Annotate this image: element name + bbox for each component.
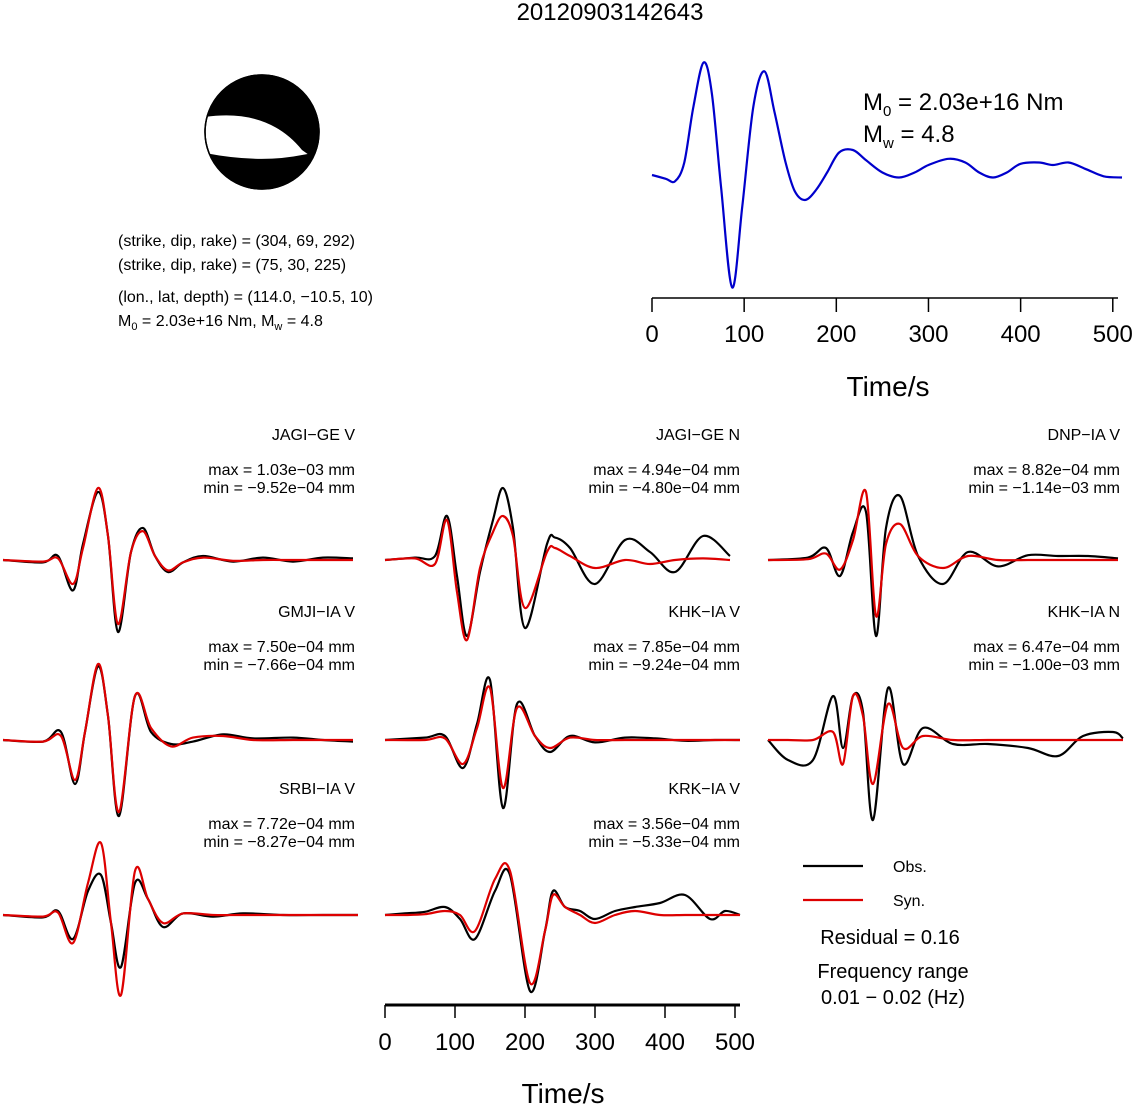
beachball-compression-top [205,75,319,150]
waveform-x-tick-label: 0 [378,1029,391,1056]
residual-label: Residual = 0.16 [820,927,960,949]
station-labels: JAGI−GE V max = 1.03e−03 mm min = −9.52e… [203,427,1120,851]
frequency-range-value: 0.01 − 0.02 (Hz) [821,987,965,1009]
station-min-6: min = −8.27e−04 mm [203,834,355,851]
station-max-2: max = 8.82e−04 mm [973,462,1120,479]
station-min-0: min = −9.52e−04 mm [203,480,355,497]
waveform-traces [2,486,1124,997]
stf-mw-label: Mw = 4.8 [863,121,955,152]
waveform-x-tick-label: 100 [435,1029,475,1056]
beachball [204,74,320,190]
stf-line [651,61,1123,289]
station-min-3: min = −7.66e−04 mm [203,657,355,674]
station-max-0: max = 1.03e−03 mm [208,462,355,479]
figure-title: 20120903142643 [517,0,704,26]
mechanism-location: (lon., lat, depth) = (114.0, −10.5, 10) [118,289,373,306]
station-name-3: GMJI−IA V [278,604,355,621]
stf-x-tick-label: 0 [645,321,658,348]
stf-x-tick-label: 300 [908,321,948,348]
waveform-obs-7 [384,867,741,994]
station-max-4: max = 7.85e−04 mm [593,639,740,656]
station-name-7: KRK−IA V [668,781,740,798]
legend-obs-label: Obs. [893,859,927,876]
station-min-1: min = −4.80e−04 mm [588,480,740,497]
waveform-syn-1 [384,514,731,642]
mechanism-info: (strike, dip, rake) = (304, 69, 292) (st… [118,233,373,333]
waveform-obs-2 [767,493,1119,638]
mechanism-moment: M0 = 2.03e+16 Nm, Mw = 4.8 [118,313,323,333]
waveform-syn-6 [2,841,358,997]
frequency-range-label: Frequency range [817,961,968,983]
mechanism-plane-2: (strike, dip, rake) = (75, 30, 225) [118,257,346,274]
legend: Obs. Syn. [803,859,927,910]
station-max-5: max = 6.47e−04 mm [973,639,1120,656]
mechanism-plane-1: (strike, dip, rake) = (304, 69, 292) [118,233,355,250]
legend-syn-label: Syn. [893,893,925,910]
station-name-4: KHK−IA V [668,604,740,621]
waveform-x-ticks: 0 100 200 300 400 500 [378,1005,755,1056]
waveform-obs-1 [384,486,731,638]
station-max-3: max = 7.50e−04 mm [208,639,355,656]
stf-m0-label: M0 = 2.03e+16 Nm [863,89,1063,120]
station-min-4: min = −9.24e−04 mm [588,657,740,674]
waveform-x-tick-label: 400 [645,1029,685,1056]
waveform-x-tick-label: 200 [505,1029,545,1056]
station-name-6: SRBI−IA V [279,781,355,798]
station-min-5: min = −1.00e−03 mm [968,657,1120,674]
stf-x-tick-label: 200 [816,321,856,348]
waveform-syn-5 [767,692,1123,786]
station-name-2: DNP−IA V [1048,427,1121,444]
waveform-syn-2 [767,488,1118,618]
beachball-compression-wedge [302,115,319,170]
stf-x-tick-label: 500 [1093,321,1133,348]
waveform-obs-6 [2,872,358,969]
station-min-7: min = −5.33e−04 mm [588,834,740,851]
waveform-x-axis-label: Time/s [522,1078,605,1106]
station-name-5: KHK−IA N [1048,604,1120,621]
waveform-syn-4 [384,685,740,790]
stf-x-tick-label: 100 [724,321,764,348]
waveform-syn-0 [2,486,353,626]
station-max-1: max = 4.94e−04 mm [593,462,740,479]
station-min-2: min = −1.14e−03 mm [968,480,1120,497]
station-name-0: JAGI−GE V [272,427,355,444]
stf-x-tick-label: 400 [1001,321,1041,348]
waveform-x-tick-label: 500 [715,1029,755,1056]
waveform-syn-3 [2,662,353,814]
station-name-1: JAGI−GE N [656,427,740,444]
stf-x-ticks: 0 100 200 300 400 500 [645,298,1133,348]
waveform-x-tick-label: 300 [575,1029,615,1056]
waveform-time-axis: 0 100 200 300 400 500 Time/s [378,1003,755,1106]
station-max-7: max = 3.56e−04 mm [593,816,740,833]
waveform-obs-0 [2,490,354,634]
station-max-6: max = 7.72e−04 mm [208,816,355,833]
stf-x-axis-label: Time/s [847,371,930,402]
stf-plot: M0 = 2.03e+16 Nm Mw = 4.8 0 100 200 300 400 5… [645,61,1133,402]
waveform-obs-5 [767,686,1124,822]
waveform-syn-7 [384,862,740,986]
